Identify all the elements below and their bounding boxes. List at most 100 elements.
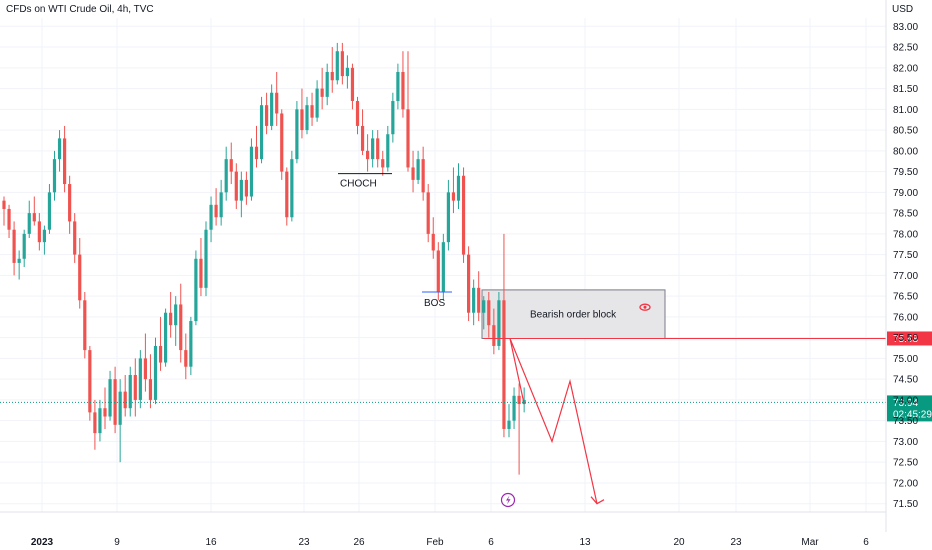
candle-body: [204, 229, 208, 288]
candle-body: [406, 109, 410, 168]
candle: [37, 213, 41, 251]
candle-body: [128, 375, 132, 409]
candle-body: [472, 287, 476, 313]
candle-body: [98, 408, 102, 434]
candle-body: [57, 138, 62, 160]
candle-body: [451, 192, 456, 201]
candle: [487, 291, 491, 338]
candle-body: [113, 379, 117, 425]
candle-body: [78, 254, 82, 301]
candle: [113, 366, 117, 434]
candle: [401, 51, 405, 118]
candle-body: [401, 71, 405, 110]
candle: [204, 221, 208, 297]
candle-body: [169, 312, 173, 326]
candle-body: [345, 67, 349, 77]
price-tick-label: 82.00: [893, 63, 918, 74]
candle-body: [335, 51, 339, 81]
candle-body: [441, 242, 445, 292]
candles: [2, 42, 526, 475]
candle-body: [184, 350, 188, 367]
candle-body: [325, 71, 329, 97]
price-tick-label: 74.00: [893, 395, 918, 406]
candle: [219, 179, 223, 226]
candle-body: [148, 379, 153, 400]
candle: [83, 291, 87, 359]
candle-body: [492, 325, 496, 346]
choch-label: CHOCH: [340, 179, 377, 190]
candle-body: [118, 391, 122, 425]
candle-body: [249, 146, 254, 197]
price-tick-label: 71.50: [893, 499, 918, 510]
chart-title: CFDs on WTI Crude Oil, 4h, TVC: [6, 4, 154, 15]
candle-body: [320, 88, 324, 97]
candle: [27, 200, 31, 239]
price-tick-label: 79.00: [893, 188, 918, 199]
candle: [229, 142, 233, 185]
candle: [63, 125, 67, 193]
candle: [300, 88, 304, 139]
candle: [391, 92, 395, 143]
candle: [406, 51, 410, 172]
candle: [290, 150, 294, 222]
candle-body: [295, 109, 299, 160]
candle: [239, 171, 243, 218]
price-axis[interactable]: 71.50 72.00 72.50 73.00 73.50 74.00 74.50 75.00…: [885, 0, 918, 532]
candle: [7, 204, 11, 239]
candle-body: [355, 101, 360, 126]
time-tick-label: 6: [863, 537, 869, 548]
candle: [32, 196, 36, 226]
candle-body: [12, 229, 16, 263]
candle: [497, 291, 501, 351]
candle-body: [73, 221, 77, 255]
time-axis[interactable]: 2023 9 16 23 26 Feb 6 13 20 23 Mar 6: [0, 511, 886, 548]
candle-body: [52, 159, 57, 193]
candle-body: [17, 258, 21, 263]
candle: [17, 250, 21, 280]
candle: [270, 84, 274, 131]
time-tick-label: 23: [298, 537, 310, 548]
lightning-icon[interactable]: [500, 492, 516, 508]
time-tick-label: Mar: [801, 537, 819, 548]
candle-body: [108, 379, 112, 417]
candle-body: [158, 345, 163, 363]
projection-path: [509, 338, 598, 504]
candle: [138, 350, 142, 409]
order-block-label: Bearish order block: [530, 310, 617, 321]
candle-body: [381, 159, 385, 168]
candle: [179, 283, 183, 363]
time-tick-label: 13: [579, 537, 591, 548]
candle-body: [487, 300, 491, 326]
price-tick-label: 81.50: [893, 84, 918, 95]
candle: [68, 175, 72, 234]
candle: [441, 233, 445, 301]
time-tick-label: 23: [730, 537, 742, 548]
candle: [234, 163, 238, 209]
candle-body: [93, 412, 97, 434]
candle-body: [366, 150, 370, 160]
candle: [305, 96, 309, 135]
time-tick-label: 9: [114, 537, 120, 548]
candle: [451, 167, 456, 214]
candle: [456, 163, 461, 209]
candle-body: [411, 167, 415, 180]
candle-body: [83, 300, 87, 351]
candle-body: [254, 146, 259, 160]
candle-body: [477, 287, 481, 313]
candle-body: [199, 258, 203, 288]
candle: [209, 196, 213, 243]
eye-icon-pupil: [643, 305, 647, 309]
candle: [295, 101, 299, 164]
candle: [371, 130, 375, 168]
candle: [12, 221, 16, 276]
candle: [502, 233, 506, 438]
order-block-rect: [481, 289, 666, 339]
candle: [42, 225, 46, 255]
price-tick-label: 75.50: [893, 333, 918, 344]
eye-icon[interactable]: [639, 303, 651, 311]
candle-body: [497, 300, 501, 346]
candle: [199, 238, 203, 297]
candle-body: [153, 345, 158, 400]
